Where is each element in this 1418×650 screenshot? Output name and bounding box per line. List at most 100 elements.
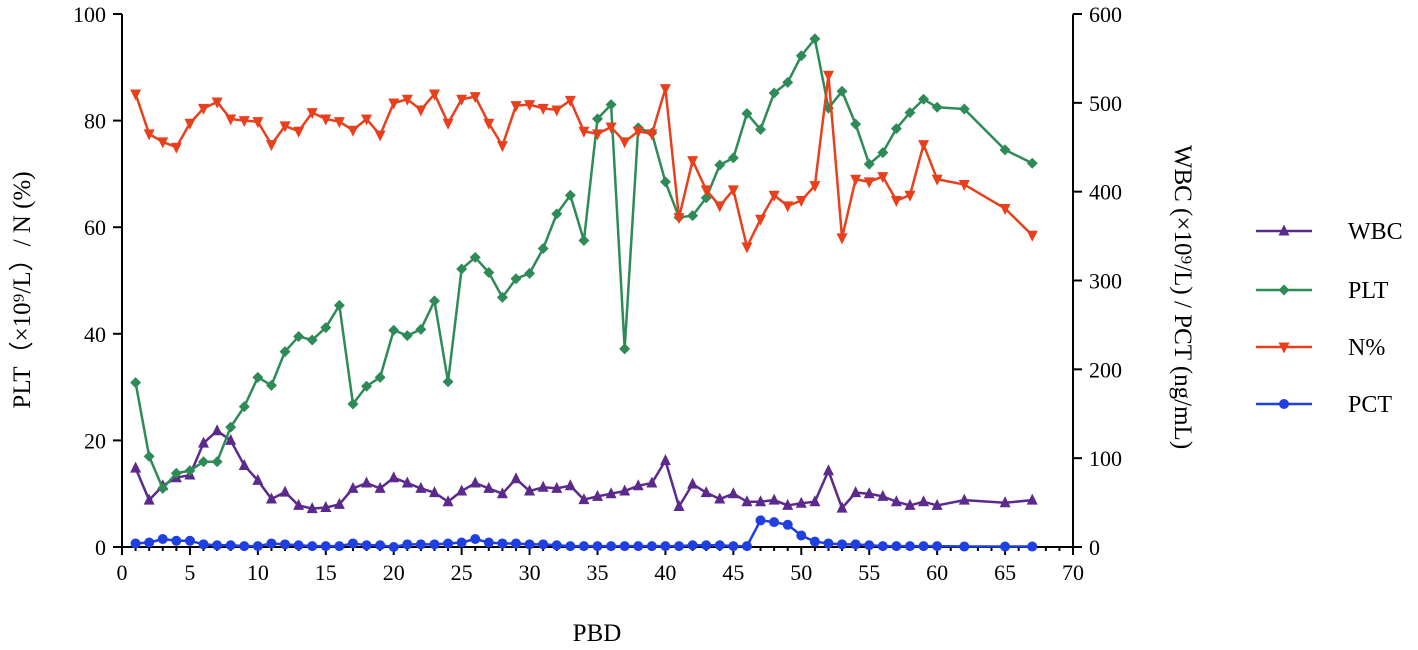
data-point-plt <box>361 380 373 392</box>
legend-marker-plt <box>1278 284 1290 296</box>
data-point-plt <box>863 158 875 170</box>
data-point-plt <box>890 123 902 135</box>
data-point-n <box>238 116 250 128</box>
data-point-pct <box>592 541 603 552</box>
data-point-pct <box>809 536 820 547</box>
data-point-n <box>483 118 495 130</box>
y-left-tick-label: 60 <box>84 215 106 240</box>
data-point-wbc <box>130 461 142 473</box>
data-point-n <box>265 140 277 152</box>
data-point-n <box>306 108 318 120</box>
series-pct <box>130 515 1038 552</box>
data-point-wbc <box>904 498 916 510</box>
data-point-wbc <box>361 476 373 488</box>
data-point-plt <box>958 103 970 115</box>
data-point-wbc <box>809 495 821 507</box>
data-point-wbc <box>1026 493 1038 505</box>
data-point-pct <box>891 541 902 552</box>
data-point-pct <box>307 541 318 552</box>
x-tick-label: 5 <box>184 560 195 585</box>
data-point-n <box>999 204 1011 216</box>
data-point-wbc <box>619 484 631 496</box>
data-point-plt <box>469 251 481 263</box>
data-point-wbc <box>836 501 848 513</box>
data-point-pct <box>796 530 807 541</box>
series-layer <box>130 33 1038 552</box>
data-point-pct <box>130 538 141 549</box>
data-point-n <box>496 141 508 153</box>
data-point-plt <box>809 33 821 45</box>
data-point-pct <box>823 538 834 549</box>
data-point-wbc <box>918 495 930 507</box>
legend-item-n: N% <box>1256 335 1385 361</box>
data-point-wbc <box>306 502 318 514</box>
series-line-n <box>134 74 1034 249</box>
data-point-n <box>456 94 468 106</box>
data-point-plt <box>877 147 889 159</box>
data-point-wbc <box>999 496 1011 508</box>
data-point-n <box>782 201 794 213</box>
data-point-wbc <box>456 484 468 496</box>
data-point-plt <box>727 152 739 164</box>
data-point-wbc <box>252 473 264 485</box>
y-left-tick-label: 40 <box>84 322 106 347</box>
data-point-wbc <box>822 464 834 476</box>
data-point-n <box>687 156 699 168</box>
data-point-plt <box>225 421 237 433</box>
y-right-tick-label: 0 <box>1089 535 1100 560</box>
data-point-wbc <box>958 493 970 505</box>
data-point-plt <box>252 371 264 383</box>
x-tick-label: 45 <box>722 560 744 585</box>
legend-item-pct: PCT <box>1256 392 1392 418</box>
data-point-n <box>401 94 413 106</box>
data-point-plt <box>564 189 576 201</box>
data-point-n <box>904 190 916 202</box>
x-tick-label: 55 <box>858 560 880 585</box>
data-point-pct <box>837 539 848 550</box>
data-point-plt <box>700 192 712 204</box>
legend-label-wbc: WBC <box>1348 219 1403 245</box>
data-point-plt <box>306 334 318 346</box>
x-tick-label: 20 <box>383 560 405 585</box>
data-point-pct <box>1000 541 1011 552</box>
legend-item-wbc: WBC <box>1256 219 1403 245</box>
data-point-plt <box>265 379 277 391</box>
data-point-wbc <box>659 454 671 466</box>
data-point-n <box>958 180 970 192</box>
data-point-pct <box>959 541 970 552</box>
data-point-wbc <box>469 476 481 488</box>
data-point-wbc <box>401 476 413 488</box>
data-point-wbc <box>890 495 902 507</box>
data-point-n <box>170 142 182 154</box>
data-point-plt <box>768 87 780 99</box>
data-point-pct <box>918 541 929 552</box>
data-point-pct <box>660 541 671 552</box>
data-point-n <box>252 117 264 129</box>
data-point-wbc <box>605 487 617 499</box>
data-point-pct <box>334 541 345 552</box>
y-right-tick-label: 400 <box>1089 180 1122 205</box>
data-point-n <box>510 101 522 113</box>
data-point-n <box>795 196 807 208</box>
data-point-n <box>551 105 563 117</box>
data-point-wbc <box>564 479 576 491</box>
data-point-pct <box>646 541 657 552</box>
data-point-wbc <box>347 481 359 493</box>
data-point-n <box>374 130 386 142</box>
data-point-pct <box>456 537 467 548</box>
data-point-n <box>578 126 590 138</box>
data-point-pct <box>429 539 440 550</box>
data-point-wbc <box>850 486 862 498</box>
data-point-n <box>130 89 142 101</box>
data-point-pct <box>239 541 250 552</box>
data-point-pct <box>633 541 644 552</box>
data-point-plt <box>510 273 522 285</box>
data-point-pct <box>212 540 223 551</box>
data-point-n <box>822 70 834 82</box>
data-point-pct <box>497 538 508 549</box>
data-point-wbc <box>673 499 685 511</box>
data-point-pct <box>782 519 793 530</box>
data-point-pct <box>388 542 399 552</box>
y-left-tick-label: 100 <box>73 2 106 27</box>
x-tick-label: 0 <box>117 560 128 585</box>
